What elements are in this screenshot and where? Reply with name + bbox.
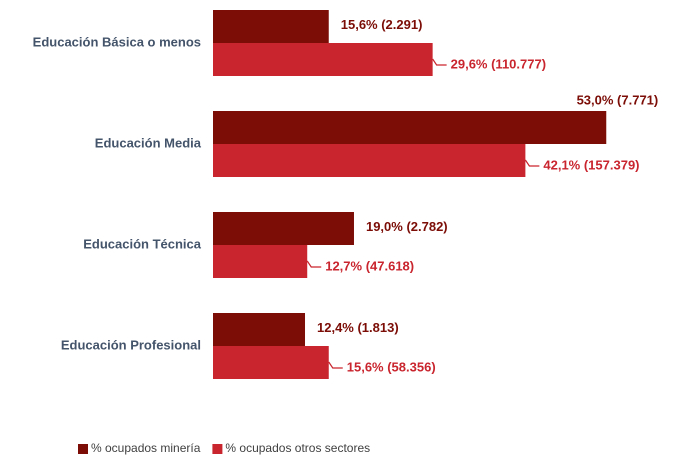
legend-swatch: [78, 444, 88, 454]
bar: [213, 111, 607, 144]
value-label: 15,6% (2.291): [341, 17, 423, 32]
category-label: Educación Técnica: [83, 236, 202, 251]
bar: [213, 346, 329, 379]
bar: [213, 212, 354, 245]
legend-swatch: [212, 444, 223, 454]
value-label: 29,6% (110.777): [451, 56, 546, 71]
legend-label: % ocupados minería: [91, 441, 201, 455]
value-label: 12,7% (47.618): [325, 258, 414, 273]
value-label: 15,6% (58.356): [347, 359, 436, 374]
bar: [213, 10, 329, 43]
value-label: 12,4% (1.813): [317, 320, 399, 335]
category-label: Educación Profesional: [61, 337, 201, 352]
bar: [213, 313, 306, 346]
bar: [213, 43, 433, 76]
leader-line: [432, 58, 447, 66]
category-label: Educación Básica o menos: [33, 34, 201, 49]
leader-line: [306, 260, 322, 268]
bar: [213, 144, 526, 177]
value-label: 42,1% (157.379): [543, 157, 639, 172]
value-label: 19,0% (2.782): [366, 219, 448, 234]
leader-line: [524, 159, 540, 167]
legend-label: % ocupados otros sectores: [225, 441, 370, 455]
value-label: 53,0% (7.771): [577, 92, 659, 107]
leader-line: [328, 361, 343, 369]
bar: [213, 245, 308, 278]
category-label: Educación Media: [95, 135, 202, 150]
